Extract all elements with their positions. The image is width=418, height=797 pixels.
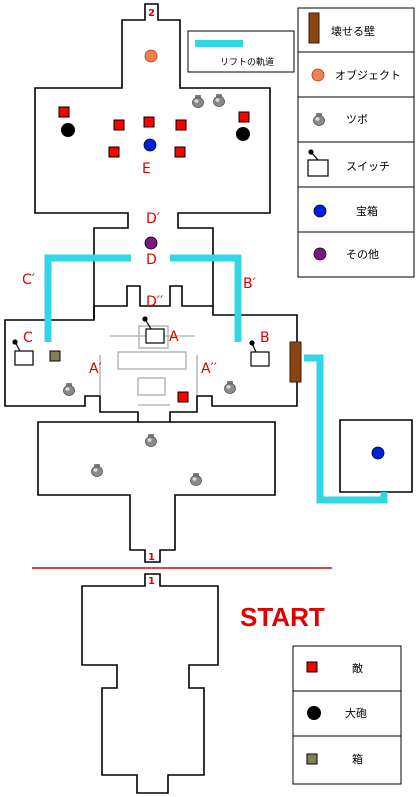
lift-tracks [44,254,388,504]
label-b: B [260,330,270,346]
label-d-double: D′′ [146,294,163,310]
other-icon [313,247,327,261]
legend-other: その他 [346,248,379,261]
label-c-prime: C′ [22,272,35,288]
switches [12,316,270,367]
label-a-prime: A′ [89,361,102,377]
legend-cannon: 大砲 [345,706,367,720]
box [49,350,61,362]
treasure-icon [313,204,327,218]
map-walls [4,3,413,563]
start-room-walls [81,573,219,794]
enemies [58,106,250,403]
legend-enemy: 敵 [352,662,363,675]
breakable-wall [289,341,302,383]
label-a-double: A′′ [201,361,217,377]
legend-pot: ツボ [346,113,368,126]
door-number-mid: 1 [148,552,155,563]
legend-object: オブジェクト [335,68,401,82]
cannon [236,127,250,141]
pots [63,94,236,486]
door-number-lower: 1 [148,576,155,587]
label-c: C [23,330,33,346]
lift-legend-label: リフトの軌道 [220,56,274,68]
legend-treasure: 宝箱 [356,204,378,218]
legend-lower: 敵 大砲 箱 [292,645,402,785]
door-number-top: 2 [148,8,155,19]
label-e: E [142,161,151,177]
box-icon [306,753,318,765]
legend-box: 箱 [352,752,363,766]
label-d-prime: D′ [146,211,160,227]
label-b-prime: B′ [243,276,256,292]
legend-main: 壊せる壁 オブジェクト ツボ スイッチ 宝箱 その他 [297,7,415,278]
legend-breakable-wall: 壊せる壁 [331,24,375,38]
label-a: A [169,329,179,345]
breakable-wall-icon [308,12,320,44]
object-icon [311,68,325,82]
label-d: D [146,252,157,268]
lift-legend: リフトの軌道 [187,30,295,73]
legend-switch: スイッチ [346,160,390,173]
cannon [61,123,75,137]
switch-icon [307,149,329,177]
treasure-right [371,446,385,460]
enemy-icon [306,661,318,673]
treasure-e [143,138,157,152]
inner-platforms [99,325,198,406]
object-marker [144,49,158,63]
other-d [144,236,158,250]
start-label: START [240,602,325,632]
cannon-icon [307,706,321,720]
